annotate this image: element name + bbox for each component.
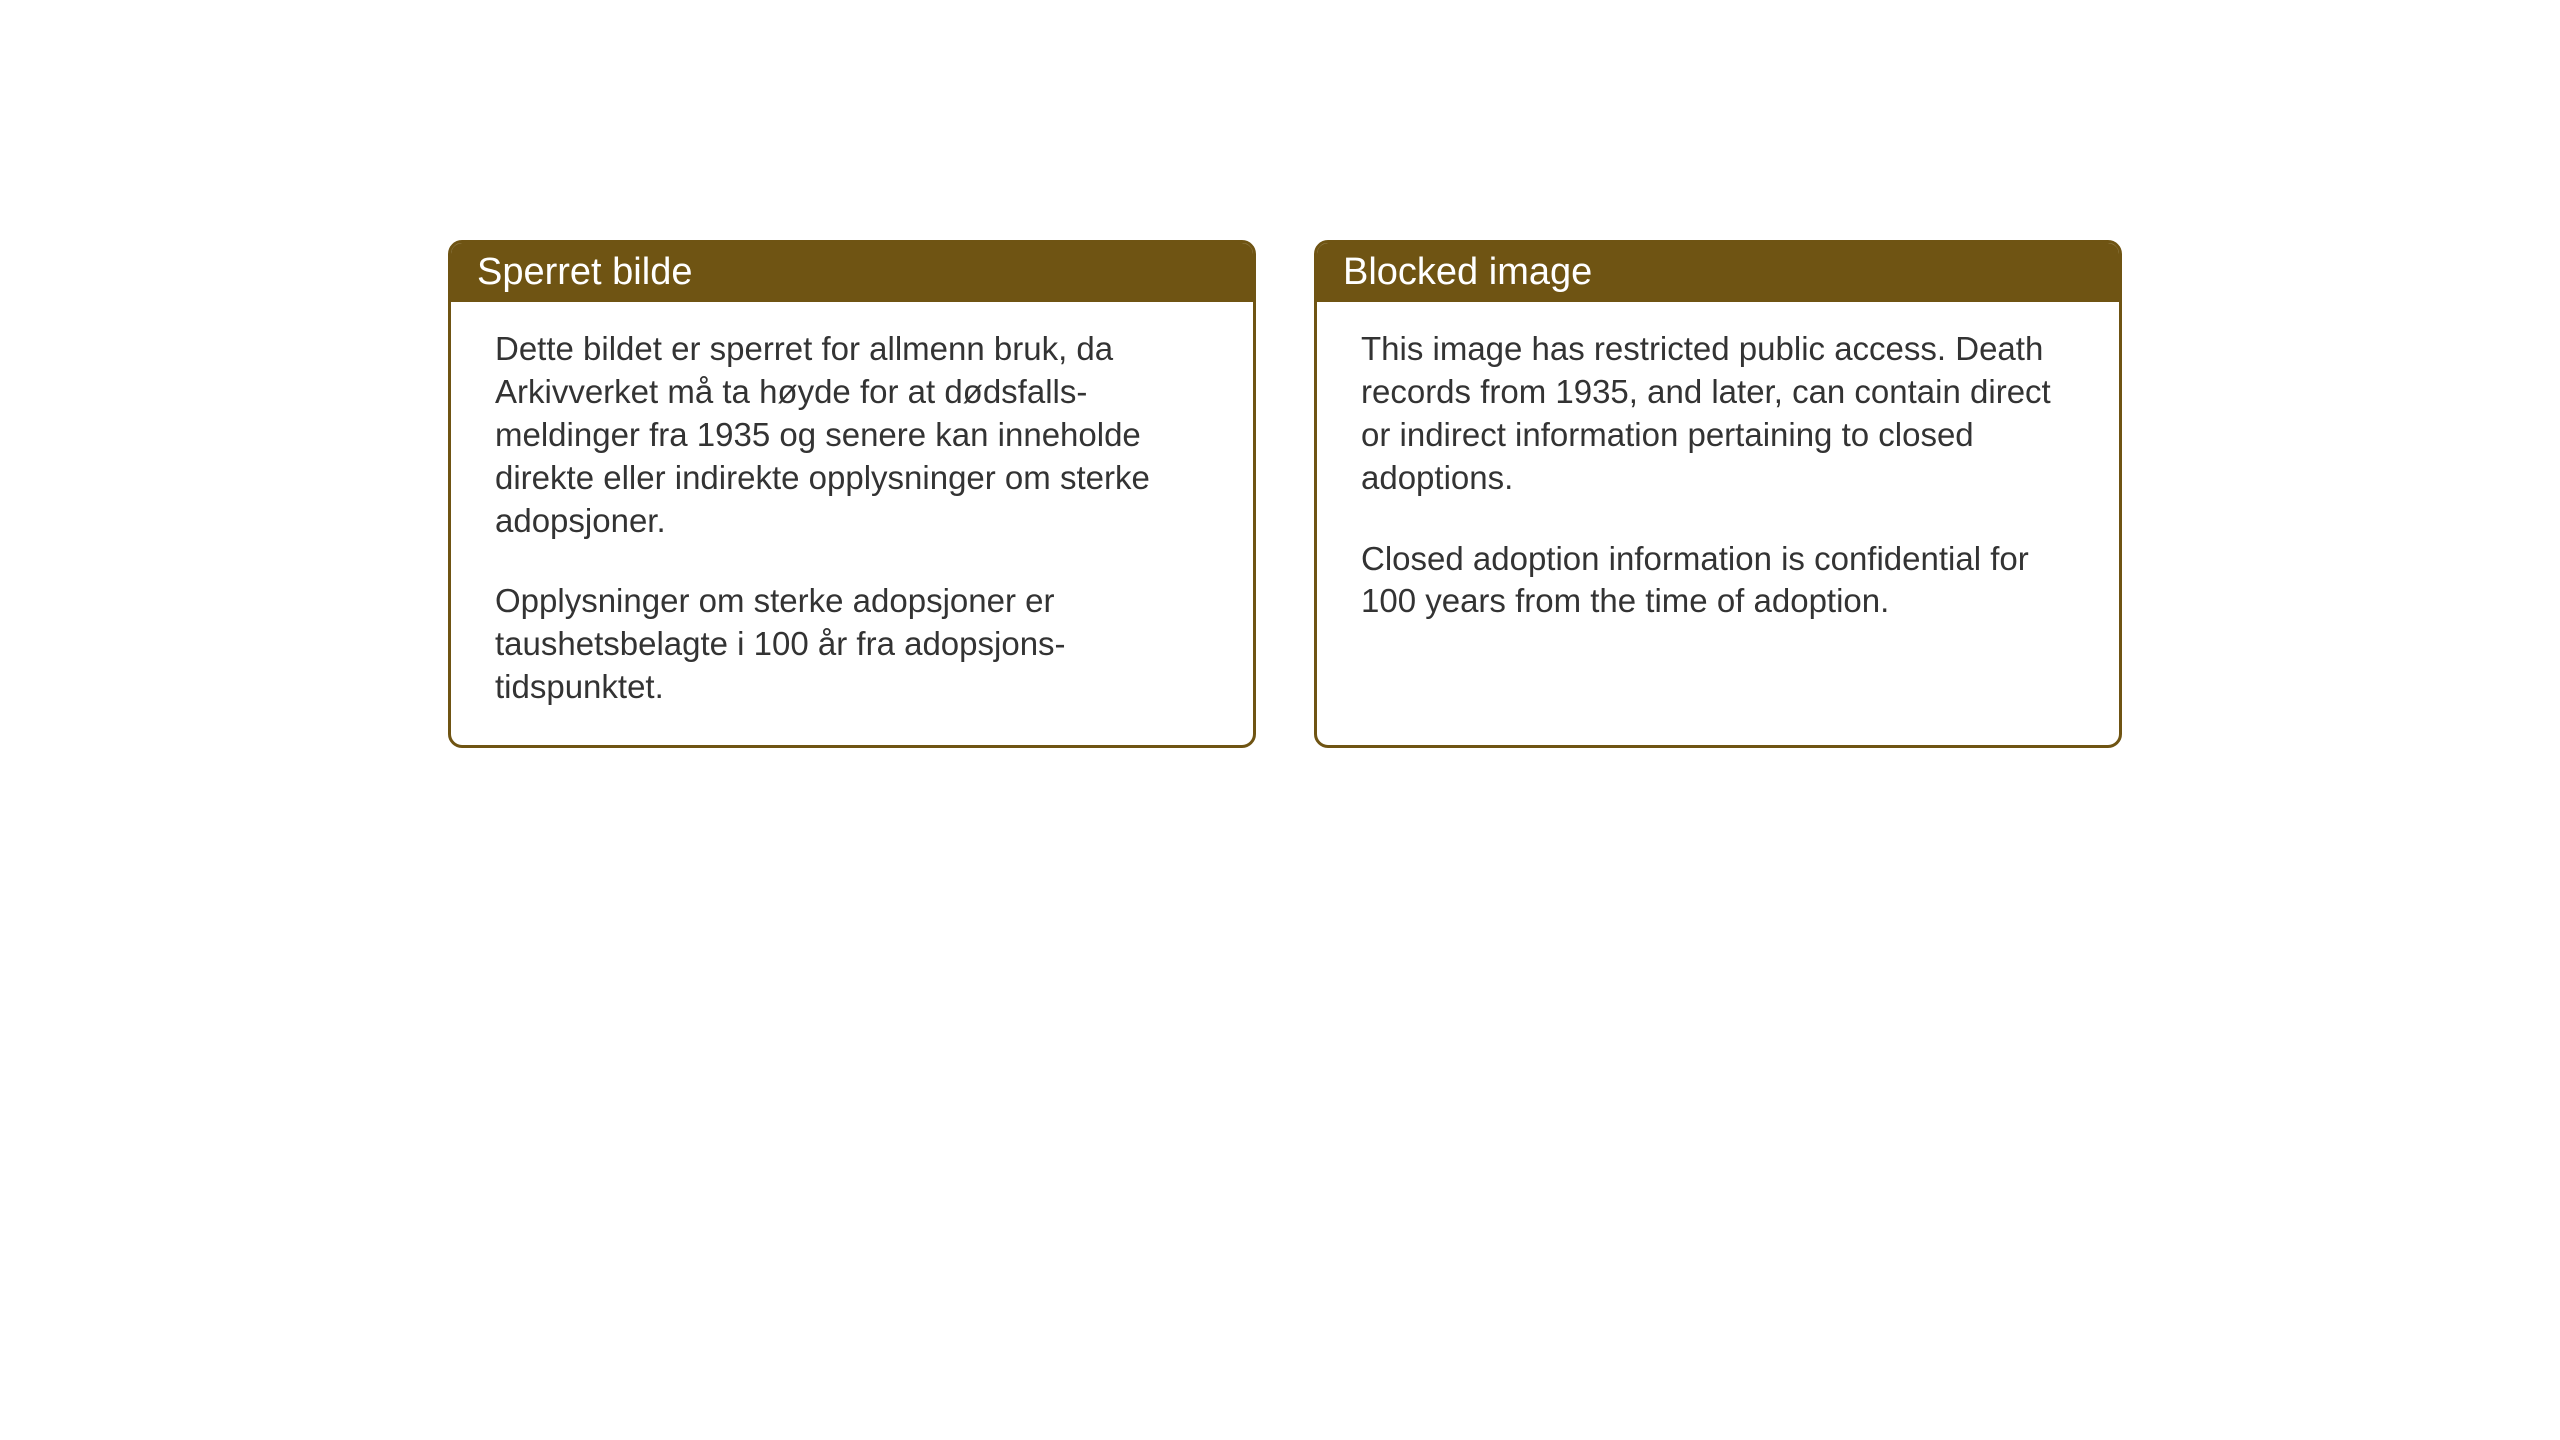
notice-body-english: This image has restricted public access.… [1317,302,2119,732]
notice-header-english: Blocked image [1317,243,2119,302]
notice-header-norwegian: Sperret bilde [451,243,1253,302]
notice-card-norwegian: Sperret bilde Dette bildet er sperret fo… [448,240,1256,748]
notice-card-english: Blocked image This image has restricted … [1314,240,2122,748]
notice-container: Sperret bilde Dette bildet er sperret fo… [448,240,2122,748]
notice-title-norwegian: Sperret bilde [477,251,692,293]
notice-paragraph-2-norwegian: Opplysninger om sterke adopsjoner er tau… [495,580,1209,709]
notice-title-english: Blocked image [1343,251,1592,293]
notice-paragraph-1-english: This image has restricted public access.… [1361,328,2075,500]
notice-paragraph-2-english: Closed adoption information is confident… [1361,538,2075,624]
notice-paragraph-1-norwegian: Dette bildet er sperret for allmenn bruk… [495,328,1209,542]
notice-body-norwegian: Dette bildet er sperret for allmenn bruk… [451,302,1253,745]
